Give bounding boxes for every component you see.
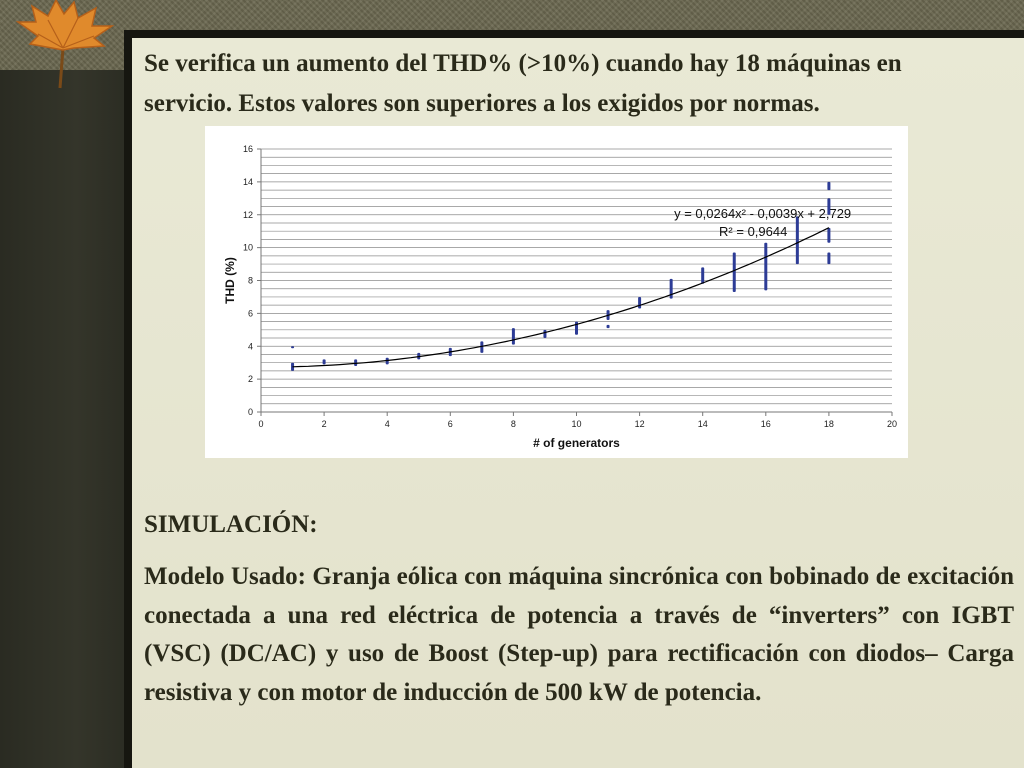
x-tick-label: 16 — [761, 419, 771, 429]
data-point — [606, 324, 610, 329]
trendline — [292, 227, 830, 368]
x-tick-label: 10 — [571, 419, 581, 429]
x-tick-label: 6 — [448, 419, 453, 429]
data-point — [480, 341, 484, 353]
intro-paragraph: Se verifica un aumento del THD% (>10%) c… — [144, 44, 1014, 124]
y-tick-label: 6 — [248, 308, 253, 318]
data-point — [669, 278, 673, 299]
left-sidebar — [0, 70, 128, 768]
y-tick-label: 10 — [243, 243, 253, 253]
x-tick-label: 8 — [511, 419, 516, 429]
data-point — [827, 198, 831, 215]
x-axis-title: # of generators — [533, 436, 620, 450]
trendline-r2: R² = 0,9644 — [719, 224, 787, 239]
data-point — [827, 227, 831, 243]
intro-line-1: Se verifica un aumento del THD% (>10%) c… — [144, 50, 902, 77]
data-point — [701, 267, 705, 284]
x-tick-label: 14 — [698, 419, 708, 429]
autumn-leaf-icon — [15, 0, 115, 89]
intro-line-2: servicio. Estos valores son superiores a… — [144, 90, 820, 117]
x-tick-label: 4 — [385, 419, 390, 429]
thd-chart: 0 2 4 6 8 10 12 14 16 0 2 4 6 8 10 12 14 16 18 20 # of gener… — [205, 126, 908, 458]
x-tick-label: 0 — [258, 419, 263, 429]
data-point — [511, 328, 515, 345]
y-tick-label: 16 — [243, 144, 253, 154]
y-tick-label: 2 — [248, 374, 253, 384]
data-point — [291, 346, 295, 349]
trendline-equation: y = 0,0264x² - 0,0039x + 2,729 — [674, 206, 851, 221]
section-heading: SIMULACIÓN: — [144, 511, 318, 538]
y-tick-label: 12 — [243, 210, 253, 220]
y-tick-label: 4 — [248, 341, 253, 351]
data-point — [827, 181, 831, 191]
thd-chart-svg: 0 2 4 6 8 10 12 14 16 0 2 4 6 8 10 12 14 16 18 20 # of gener… — [223, 144, 897, 450]
x-tick-label: 2 — [322, 419, 327, 429]
y-tick-label: 14 — [243, 177, 253, 187]
data-point — [764, 242, 768, 291]
y-axis-title: THD (%) — [223, 257, 237, 304]
y-tick-label: 8 — [248, 276, 253, 286]
data-point — [827, 252, 831, 265]
data-point — [354, 359, 358, 366]
data-point — [322, 359, 326, 365]
data-point — [638, 296, 642, 309]
model-description: Modelo Usado: Granja eólica con máquina … — [144, 563, 1014, 706]
y-tick-label: 0 — [248, 407, 253, 417]
data-point — [543, 329, 547, 339]
x-tick-label: 18 — [824, 419, 834, 429]
data-point — [795, 216, 799, 265]
data-point — [732, 252, 736, 293]
x-tick-label: 20 — [887, 419, 897, 429]
x-tick-label: 12 — [635, 419, 645, 429]
